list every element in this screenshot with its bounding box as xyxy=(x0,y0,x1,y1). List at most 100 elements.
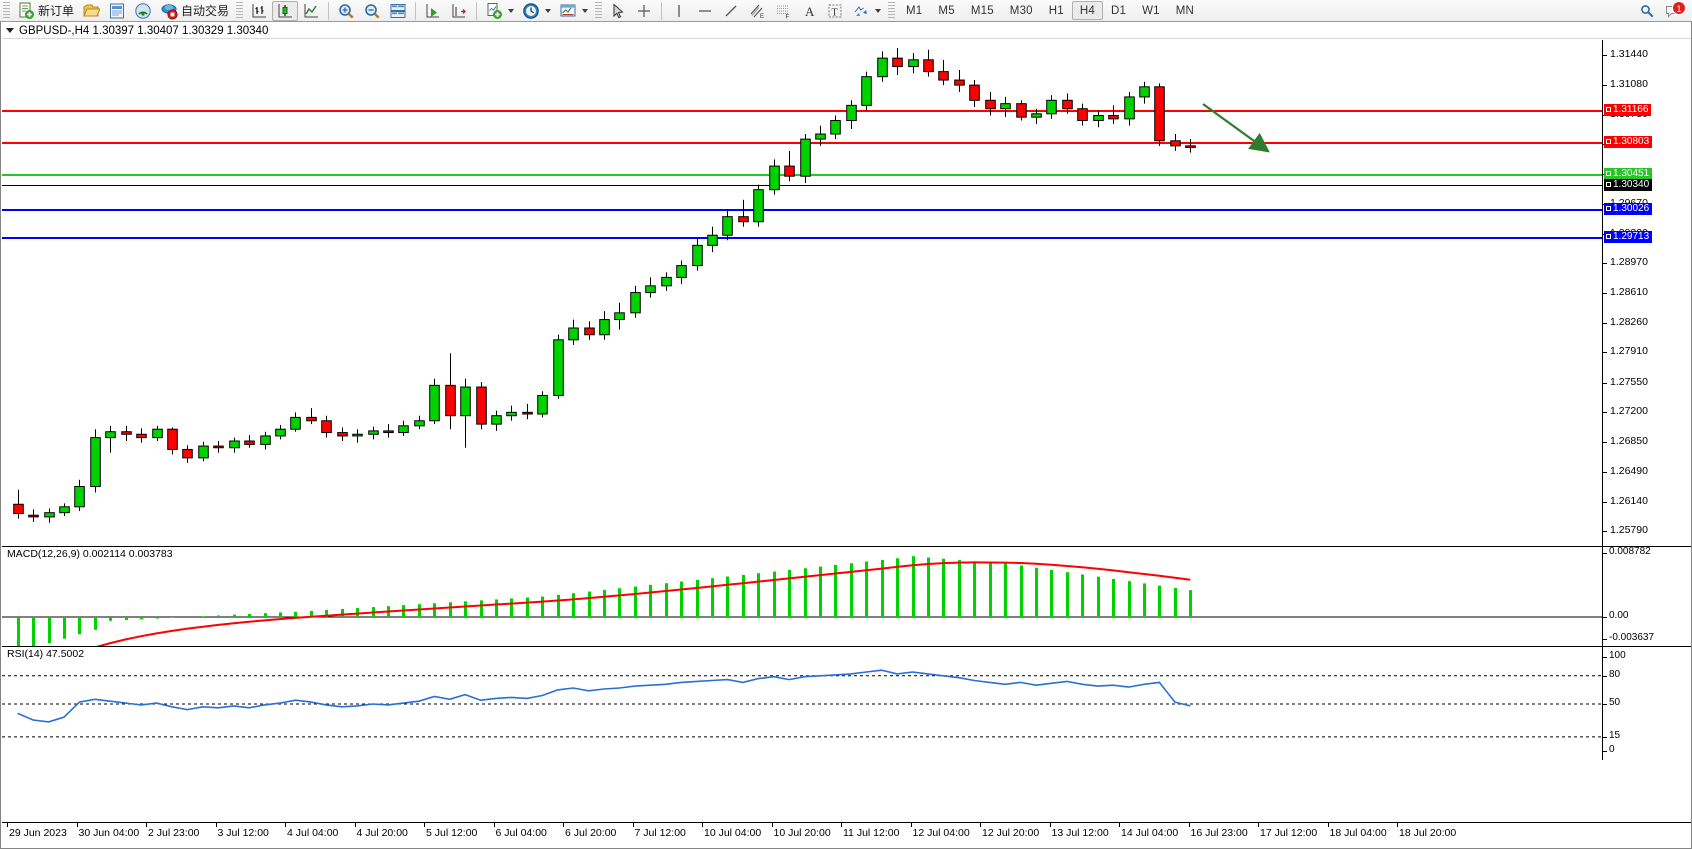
indicators-button[interactable] xyxy=(481,1,518,21)
timeframe-button-m30[interactable]: M30 xyxy=(1002,1,1041,20)
current-price-line xyxy=(2,185,1691,186)
zoom-out-icon xyxy=(365,3,380,19)
macd-tick-label: 0.008782 xyxy=(1609,546,1651,557)
period-button[interactable] xyxy=(518,1,555,21)
vertical-line-button[interactable] xyxy=(666,1,692,21)
horizontal-line-icon xyxy=(699,9,712,12)
time-tick-label: 29 Jun 2023 xyxy=(9,827,67,839)
new-order-icon xyxy=(19,2,34,19)
time-tick-label: 10 Jul 04:00 xyxy=(704,827,762,839)
market-watch-button[interactable] xyxy=(130,1,156,21)
rsi-tick-label: 100 xyxy=(1609,650,1626,661)
text-button[interactable]: A xyxy=(796,1,822,21)
price-level-label[interactable]: 1.29713 xyxy=(1604,231,1653,243)
arrow-annotation[interactable] xyxy=(1197,98,1317,178)
macd-pane[interactable]: MACD(12,26,9) 0.002114 0.003783 0.008782… xyxy=(2,546,1691,646)
new-order-button[interactable]: 新订单 xyxy=(13,1,78,21)
rsi-tick-label: 80 xyxy=(1609,668,1621,680)
cursor-button[interactable] xyxy=(605,1,631,21)
metaeditor-button[interactable] xyxy=(104,1,130,21)
candlestick-chart-button[interactable] xyxy=(272,0,299,21)
fibonacci-button[interactable]: F xyxy=(770,1,796,21)
auto-trading-icon xyxy=(161,3,178,20)
arrows-icon xyxy=(854,5,868,16)
toolbar-grip-2[interactable] xyxy=(236,1,244,20)
support-line-blue-2[interactable] xyxy=(2,237,1691,239)
timeframe-button-m15[interactable]: M15 xyxy=(963,1,1002,20)
support-line-blue-1[interactable] xyxy=(2,209,1691,211)
auto-scroll-button[interactable] xyxy=(420,1,446,21)
chart-area[interactable]: 1.314401.310801.307301.303801.300301.296… xyxy=(2,40,1691,846)
price-level-label[interactable]: 1.30451 xyxy=(1604,168,1653,180)
price-level-label[interactable]: 1.30803 xyxy=(1604,136,1653,148)
timeframe-label: M30 xyxy=(1009,4,1033,17)
rsi-pane[interactable]: RSI(14) 47.5002 100 80 50 15 0 xyxy=(2,646,1691,760)
chevron-down-icon[interactable] xyxy=(508,8,515,13)
timeframe-button-h1[interactable]: H1 xyxy=(1041,1,1072,20)
rsi-plot xyxy=(2,647,1602,760)
zoom-out-button[interactable] xyxy=(359,1,385,21)
svg-text:E: E xyxy=(760,14,764,20)
price-level-label[interactable]: 1.31166 xyxy=(1604,104,1652,116)
time-tick-label: 3 Jul 12:00 xyxy=(217,827,269,839)
search-button[interactable] xyxy=(1634,1,1660,21)
timeframe-button-mn[interactable]: MN xyxy=(1168,1,1202,20)
text-label-button[interactable]: T xyxy=(822,1,848,21)
toolbar-grip-4[interactable] xyxy=(888,1,896,20)
resistance-line-2[interactable] xyxy=(2,142,1691,144)
horizontal-line-button[interactable] xyxy=(692,1,718,21)
price-scale[interactable]: 1.314401.310801.307301.303801.300301.296… xyxy=(1602,40,1691,546)
timeframe-button-w1[interactable]: W1 xyxy=(1134,1,1168,20)
time-tick-label: 18 Jul 04:00 xyxy=(1329,827,1387,839)
signal-icon xyxy=(135,2,151,19)
timeframe-label: H4 xyxy=(1079,4,1095,17)
time-tick-label: 11 Jul 12:00 xyxy=(843,827,900,839)
chart-menu-icon[interactable] xyxy=(6,28,14,33)
chevron-down-icon-4[interactable] xyxy=(875,8,882,13)
folder-icon xyxy=(83,4,101,16)
timeframe-button-m1[interactable]: M1 xyxy=(898,1,930,20)
grid-window-icon xyxy=(390,3,406,18)
time-tick-label: 6 Jul 20:00 xyxy=(565,827,617,839)
timeframe-label: D1 xyxy=(1111,4,1127,17)
data-window-button[interactable] xyxy=(385,1,411,21)
trendline-button[interactable] xyxy=(718,1,744,21)
terminal-button[interactable] xyxy=(78,1,104,21)
arrows-button[interactable] xyxy=(848,1,885,21)
line-chart-button[interactable] xyxy=(298,1,324,21)
timeframe-button-h4[interactable]: H4 xyxy=(1071,1,1103,20)
toolbar-grip-3[interactable] xyxy=(595,1,603,20)
zoom-in-button[interactable] xyxy=(333,1,359,21)
price-level-label[interactable]: 1.30026 xyxy=(1604,203,1653,215)
cursor-arrow-icon xyxy=(613,2,624,18)
rsi-scale: 100 80 50 15 0 xyxy=(1602,647,1691,760)
svg-text:T: T xyxy=(832,7,838,18)
symbol-info-bar: GBPUSD-,H4 1.30397 1.30407 1.30329 1.303… xyxy=(2,23,1691,39)
fibonacci-icon: F xyxy=(777,5,790,20)
auto-trading-button[interactable]: 自动交易 xyxy=(156,1,233,21)
notifications-button[interactable]: 1 xyxy=(1660,0,1686,21)
chart-shift-button[interactable] xyxy=(446,1,472,21)
timeframe-label: H1 xyxy=(1048,4,1064,17)
rsi-tick-label: 15 xyxy=(1609,729,1621,741)
toolbar-grip[interactable] xyxy=(3,1,10,20)
time-tick-label: 5 Jul 12:00 xyxy=(426,827,478,839)
svg-text:F: F xyxy=(786,14,790,20)
timeframe-button-d1[interactable]: D1 xyxy=(1103,1,1134,20)
vertical-line-icon xyxy=(678,4,680,17)
chevron-down-icon-3[interactable] xyxy=(582,8,589,13)
crosshair-button[interactable] xyxy=(631,1,657,21)
rsi-title: RSI(14) 47.5002 xyxy=(5,648,87,660)
timeframe-label: M15 xyxy=(970,4,994,17)
chevron-down-icon-2[interactable] xyxy=(545,8,552,13)
equidistant-channel-button[interactable]: E xyxy=(744,1,770,21)
zoom-in-icon xyxy=(339,3,354,19)
templates-button[interactable] xyxy=(555,1,592,21)
bar-chart-button[interactable] xyxy=(246,1,272,21)
price-level-label[interactable]: 1.30340 xyxy=(1604,179,1653,191)
time-tick-label: 10 Jul 20:00 xyxy=(773,827,831,839)
timeframe-button-m5[interactable]: M5 xyxy=(930,1,962,20)
time-scale[interactable]: 29 Jun 2023 30 Jun 04:00 2 Jul 23:00 3 Jul … xyxy=(2,822,1691,846)
support-line-green[interactable] xyxy=(2,174,1691,176)
price-pane[interactable]: 1.314401.310801.307301.303801.300301.296… xyxy=(2,40,1691,546)
